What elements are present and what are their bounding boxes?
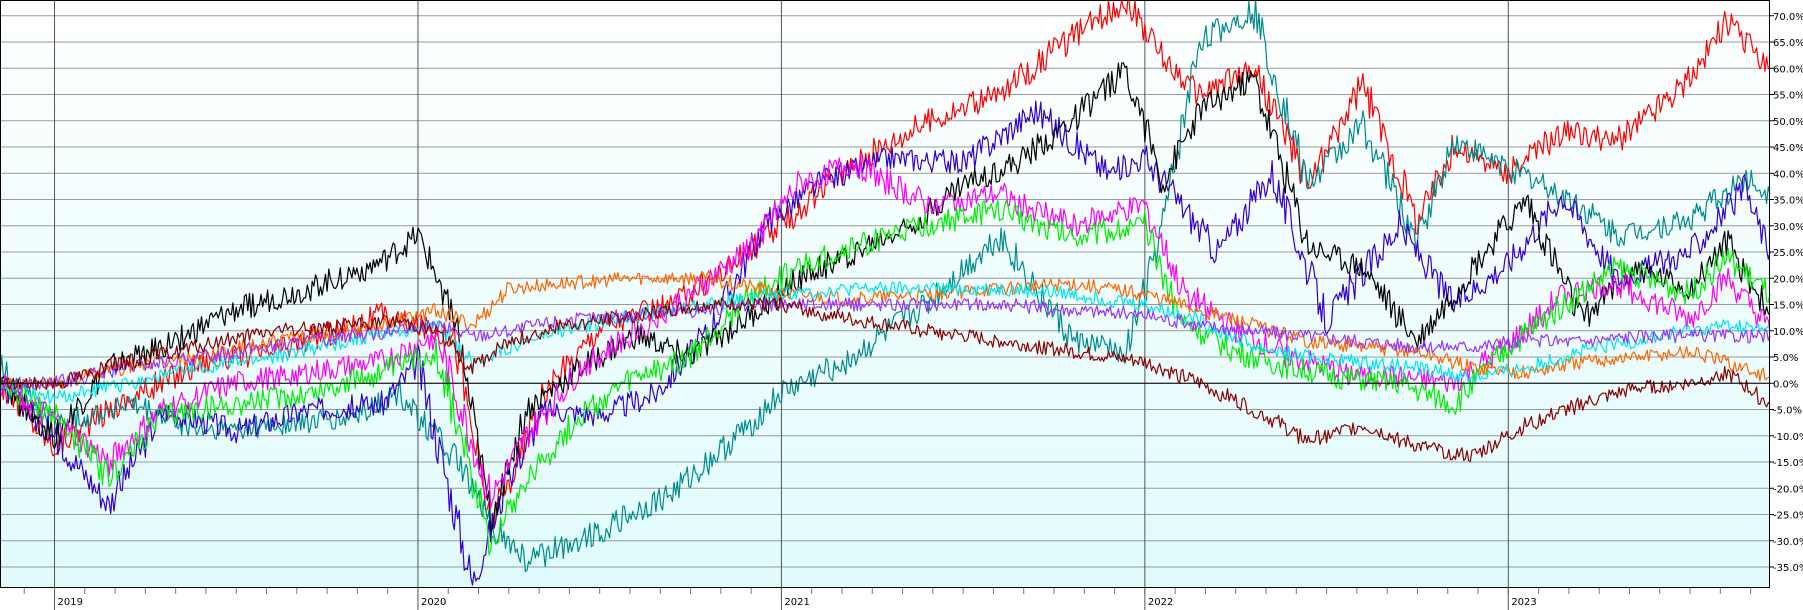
y-tick-label: 0.0% [1773, 379, 1798, 390]
y-tick-label: 60.0% [1773, 64, 1803, 75]
series-line [0, 297, 1771, 462]
series-line [0, 0, 1771, 573]
y-tick-label: -25.0% [1773, 511, 1803, 522]
y-tick-label: -10.0% [1773, 432, 1803, 443]
series-line [0, 100, 1771, 586]
x-tick-label: 2021 [784, 597, 809, 608]
plot-background [0, 0, 1770, 588]
x-tick-label: 2022 [1148, 597, 1173, 608]
series-line [0, 297, 1771, 391]
x-axis: 2019 2020 2021 2022 2023 [58, 597, 1537, 608]
y-tick-label: 45.0% [1773, 143, 1803, 154]
vertical-gridlines [23, 0, 1752, 610]
y-tick-label: -30.0% [1773, 537, 1803, 548]
y-tick-label: 15.0% [1773, 301, 1803, 312]
series-lines [0, 0, 1771, 586]
x-tick-label: 2020 [421, 597, 446, 608]
x-tick-label: 2023 [1511, 597, 1536, 608]
series-line [0, 199, 1771, 556]
y-tick-label: 5.0% [1773, 353, 1798, 364]
x-tick-label: 2019 [58, 597, 83, 608]
y-tick-label: 55.0% [1773, 91, 1803, 102]
y-tick-label: 35.0% [1773, 196, 1803, 207]
series-line [0, 270, 1771, 391]
y-tick-label: 70.0% [1773, 12, 1803, 23]
y-tick-label: 30.0% [1773, 222, 1803, 233]
series-line [0, 281, 1771, 404]
y-tick-label: -15.0% [1773, 458, 1803, 469]
y-tick-label: -5.0% [1773, 406, 1802, 417]
y-axis: 70.0% 65.0% 60.0% 55.0% 50.0% 45.0% 40.0% 35.0%… [1770, 12, 1803, 574]
y-tick-label: 20.0% [1773, 274, 1803, 285]
plot-border [0, 0, 1770, 588]
y-tick-label: 25.0% [1773, 248, 1803, 259]
y-tick-label: 65.0% [1773, 38, 1803, 49]
y-tick-label: 50.0% [1773, 117, 1803, 128]
y-tick-label: 40.0% [1773, 169, 1803, 180]
y-tick-label: -35.0% [1773, 563, 1803, 574]
y-tick-label: -20.0% [1773, 484, 1803, 495]
series-line [0, 62, 1771, 532]
horizontal-gridlines [0, 15, 1770, 568]
y-tick-label: 10.0% [1773, 327, 1803, 338]
